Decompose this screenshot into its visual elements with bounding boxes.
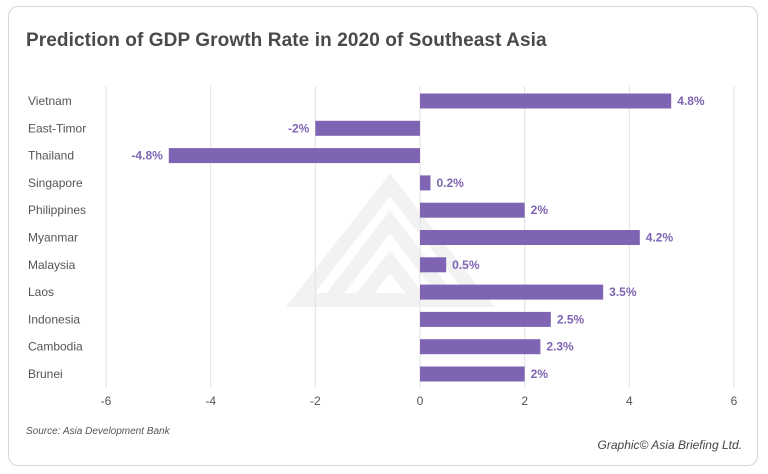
x-tick-label: 0	[417, 394, 424, 408]
bar-thailand	[168, 148, 420, 164]
category-label: Myanmar	[28, 231, 78, 245]
category-label: Thailand	[28, 149, 74, 163]
value-label: 2%	[531, 367, 549, 381]
category-label: East-Timor	[28, 121, 86, 135]
value-label: 4.8%	[677, 94, 705, 108]
bar-laos	[420, 284, 604, 300]
bar-malaysia	[420, 257, 447, 273]
x-tick-label: -4	[205, 394, 216, 408]
bar-east-timor	[315, 120, 420, 136]
category-label: Indonesia	[28, 312, 80, 326]
bar-philippines	[420, 202, 525, 218]
value-label: 4.2%	[646, 231, 674, 245]
x-tick-label: -6	[101, 394, 112, 408]
value-label: 2.5%	[557, 312, 585, 326]
value-label: 2.3%	[546, 340, 574, 354]
bar-cambodia	[420, 339, 541, 355]
value-label: -2%	[288, 121, 310, 135]
x-tick-label: 4	[626, 394, 633, 408]
value-label: 2%	[531, 203, 549, 217]
bar-singapore	[420, 175, 431, 191]
value-label: 0.5%	[452, 258, 480, 272]
category-label: Laos	[28, 285, 54, 299]
bar-myanmar	[420, 230, 640, 245]
x-tick-label: -2	[310, 394, 321, 408]
value-label: -4.8%	[131, 149, 163, 163]
category-label: Singapore	[28, 176, 83, 190]
category-label: Philippines	[28, 203, 86, 217]
bar-vietnam	[420, 93, 672, 109]
graphic-credit: Graphic© Asia Briefing Ltd.	[597, 438, 742, 452]
category-label: Cambodia	[28, 340, 83, 354]
category-label: Malaysia	[28, 258, 76, 272]
category-label: Vietnam	[28, 94, 72, 108]
bar-indonesia	[420, 311, 551, 327]
chart-title: Prediction of GDP Growth Rate in 2020 of…	[26, 30, 547, 51]
value-label: 0.2%	[436, 176, 464, 190]
category-label: Brunei	[28, 367, 63, 381]
x-tick-label: 6	[731, 394, 738, 408]
bar-brunei	[420, 366, 525, 382]
x-tick-label: 2	[521, 394, 528, 408]
value-label: 3.5%	[609, 285, 637, 299]
source-note: Source: Asia Development Bank	[26, 426, 170, 437]
